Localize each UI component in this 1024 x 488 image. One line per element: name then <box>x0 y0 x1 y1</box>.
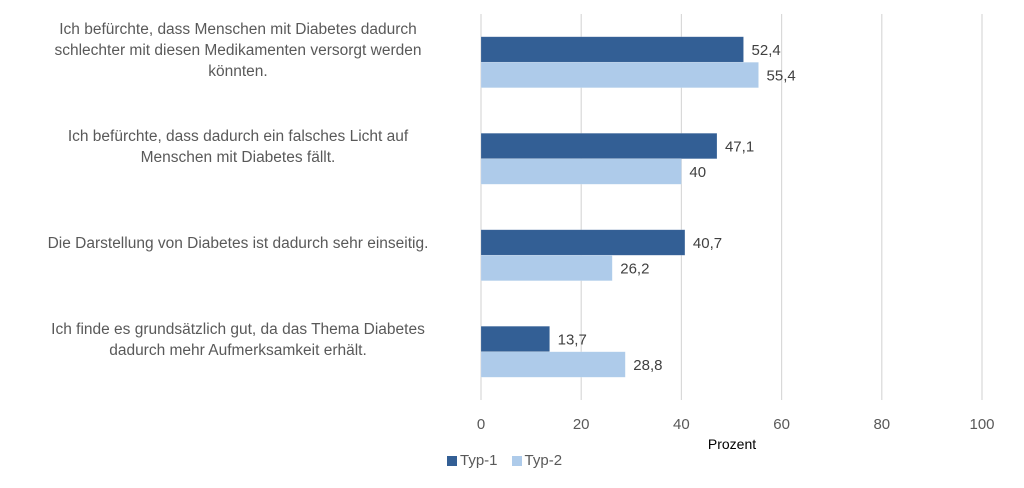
category-label-line: schlechter mit diesen Medikamenten verso… <box>54 41 422 59</box>
category-label-line: Die Darstellung von Diabetes ist dadurch… <box>47 234 429 252</box>
category-label-line: Menschen mit Diabetes fällt. <box>140 148 336 166</box>
category-label-line: Ich befürchte, dass Menschen mit Diabete… <box>59 20 417 38</box>
legend-item-typ-2[interactable]: Typ-2 <box>511 452 563 469</box>
data-label-typ-2-cat-1: 55,4 <box>767 68 796 85</box>
x-tick-label-80: 80 <box>873 416 890 433</box>
data-label-typ-1-cat-2: 47,1 <box>725 139 754 156</box>
legend-label-typ-1: Typ-1 <box>460 452 498 469</box>
x-tick-label-20: 20 <box>573 416 590 433</box>
data-label-typ-2-cat-4: 28,8 <box>633 357 662 374</box>
x-tick-label-40: 40 <box>673 416 690 433</box>
bar-typ-2-cat-2 <box>480 158 682 185</box>
category-label-1: Ich befürchte, dass Menschen mit Diabete… <box>18 19 458 82</box>
x-tick-label-0: 0 <box>477 416 485 433</box>
legend-item-typ-1[interactable]: Typ-1 <box>447 452 498 469</box>
legend: Typ-1 Typ-2 <box>447 452 576 469</box>
category-label-3: Die Darstellung von Diabetes ist dadurch… <box>18 233 458 254</box>
legend-label-typ-2: Typ-2 <box>524 452 563 469</box>
x-tick-label-60: 60 <box>773 416 790 433</box>
category-label-2: Ich befürchte, dass dadurch ein falsches… <box>18 126 458 168</box>
bar-typ-1-cat-3 <box>480 229 686 256</box>
x-tick-label-100: 100 <box>969 416 994 433</box>
data-label-typ-1-cat-4: 13,7 <box>558 332 587 349</box>
category-label-line: Ich finde es grundsätzlich gut, da das T… <box>51 320 425 338</box>
bar-typ-1-cat-1 <box>480 36 744 63</box>
bar-typ-1-cat-2 <box>480 132 718 160</box>
bar-typ-2-cat-4 <box>480 351 626 378</box>
data-label-typ-1-cat-3: 40,7 <box>693 235 722 252</box>
bar-typ-2-cat-1 <box>480 61 759 89</box>
legend-swatch-typ-2 <box>511 455 522 466</box>
category-label-line: dadurch mehr Aufmerksamkeit erhält. <box>109 341 367 359</box>
bar-typ-1-cat-4 <box>480 325 550 353</box>
data-label-typ-1-cat-1: 52,4 <box>752 42 781 59</box>
x-axis-title: Prozent <box>708 436 756 452</box>
legend-swatch-typ-1 <box>447 455 457 466</box>
data-label-typ-2-cat-2: 40 <box>689 164 706 181</box>
bar-typ-2-cat-3 <box>480 254 613 282</box>
data-label-typ-2-cat-3: 26,2 <box>620 261 649 278</box>
category-label-line: könnten. <box>208 62 268 80</box>
category-label-4: Ich finde es grundsätzlich gut, da das T… <box>18 319 458 361</box>
category-label-line: Ich befürchte, dass dadurch ein falsches… <box>67 127 409 145</box>
